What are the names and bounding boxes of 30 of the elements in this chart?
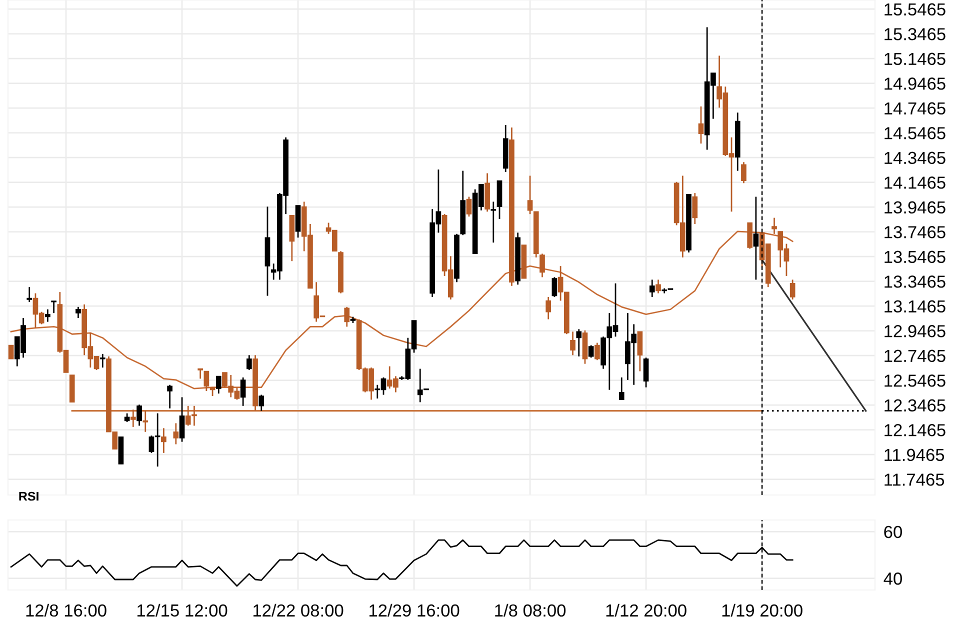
x-tick-label: 12/22 08:00 xyxy=(253,604,344,617)
x-tick-label: 1/12 20:00 xyxy=(606,604,686,617)
y-tick-label: 12.1465 xyxy=(884,424,946,436)
y-tick-label: 15.1465 xyxy=(884,52,946,66)
y-tick-label: 14.1465 xyxy=(884,176,946,189)
y-tick-label: 40 xyxy=(884,572,902,585)
y-tick-label: 14.9465 xyxy=(884,78,946,90)
y-tick-label: 14.5465 xyxy=(884,127,946,140)
y-tick-label: 13.7465 xyxy=(884,226,946,238)
x-tick-label: 12/15 12:00 xyxy=(137,604,228,617)
y-tick-label: 13.5465 xyxy=(884,250,946,264)
y-tick-label: 12.9465 xyxy=(884,325,946,338)
y-tick-label: 60 xyxy=(884,526,902,538)
y-tick-label: 13.1465 xyxy=(884,300,946,313)
x-tick-label: 12/8 16:00 xyxy=(26,604,106,617)
x-tick-label: 1/19 20:00 xyxy=(722,604,802,617)
y-tick-label: 14.3465 xyxy=(884,152,946,164)
y-tick-label: 14.7465 xyxy=(884,102,946,115)
y-tick-label: 13.9465 xyxy=(884,201,946,214)
chart-title: RSI xyxy=(19,492,38,501)
y-tick-label: 11.9465 xyxy=(884,448,944,462)
y-tick-label: 15.5465 xyxy=(884,3,946,16)
y-tick-label: 12.3465 xyxy=(884,399,946,412)
y-tick-label: 13.3465 xyxy=(884,276,946,288)
x-tick-label: 12/29 16:00 xyxy=(369,604,460,617)
x-tick-label: 1/8 08:00 xyxy=(495,604,566,617)
y-tick-label: 12.5465 xyxy=(884,374,946,387)
y-tick-label: 11.7465 xyxy=(884,474,944,486)
y-tick-label: 15.3465 xyxy=(884,28,946,40)
y-tick-label: 12.7465 xyxy=(884,350,946,362)
